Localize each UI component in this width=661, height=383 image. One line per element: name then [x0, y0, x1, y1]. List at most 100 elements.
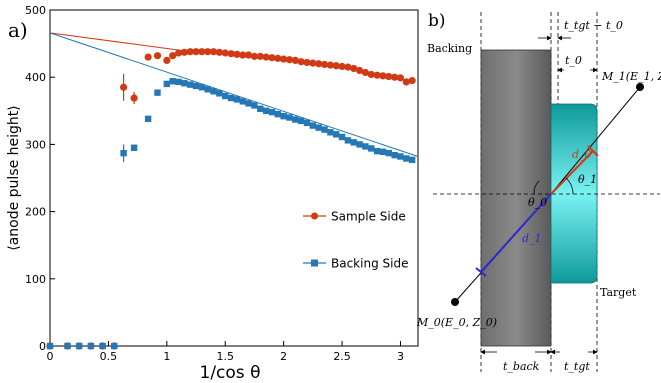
plot-frame — [49, 9, 419, 347]
M0-particle — [451, 298, 459, 306]
data-point-sample — [320, 60, 329, 69]
data-point-sample — [174, 49, 183, 57]
legend-sample-label: Sample Side — [331, 210, 406, 224]
data-point-backing — [350, 139, 357, 146]
data-point-sample — [204, 48, 212, 56]
data-point-backing — [130, 144, 138, 151]
data-point-backing — [408, 156, 416, 164]
panel-b-diagram: b) Backing Target t_tgt − t_0 t_0 — [416, 11, 661, 373]
data-point-sample — [245, 51, 253, 59]
data-point-backing — [385, 149, 392, 157]
data-point-sample — [262, 53, 270, 61]
data-point-sample — [408, 76, 416, 85]
data-point-backing — [175, 78, 182, 86]
M0-label: M_0(E_0, Z_0) — [416, 316, 497, 329]
data-point-sample — [192, 48, 200, 56]
data-point-sample — [338, 62, 346, 71]
data-point-sample — [239, 51, 247, 59]
data-point-backing — [64, 342, 71, 350]
ttgt-label: t_tgt — [564, 360, 590, 373]
data-point-backing — [309, 122, 317, 129]
d1-label: d_1 — [522, 232, 542, 245]
data-point-backing — [111, 342, 118, 350]
data-point-backing — [76, 342, 83, 350]
data-point-backing — [403, 155, 410, 162]
data-point-sample — [355, 66, 364, 75]
data-point-sample — [169, 52, 177, 60]
data-point-backing — [373, 147, 381, 155]
data-point-backing — [262, 107, 270, 114]
data-point-backing — [204, 86, 211, 93]
data-point-backing — [315, 124, 322, 131]
data-point-sample — [367, 70, 375, 79]
data-point-sample — [163, 56, 171, 64]
data-point-backing — [338, 133, 346, 141]
data-point-sample — [120, 83, 128, 91]
data-point-sample — [291, 56, 299, 64]
data-point-backing — [186, 81, 194, 88]
data-point-backing — [233, 96, 241, 103]
x-axis: 0 0.5 1 1.5 2 2.5 3 — [47, 341, 404, 363]
data-point-backing — [292, 116, 299, 123]
data-point-sample — [180, 48, 188, 56]
y-tick-label: 100 — [25, 273, 46, 286]
data-point-backing — [280, 112, 287, 120]
y-tick-label: 300 — [25, 138, 46, 151]
data-point-sample — [326, 61, 334, 69]
data-point-sample — [280, 55, 288, 63]
d0-label: d_0 — [572, 148, 592, 161]
data-point-backing — [379, 148, 387, 155]
data-point-backing — [169, 78, 176, 85]
backing-slab — [480, 49, 552, 347]
data-point-sample — [402, 78, 410, 86]
y-axis-label: ⟨anode pulse height⟩ — [6, 105, 22, 251]
data-point-backing — [163, 80, 171, 88]
data-point-backing — [327, 129, 334, 136]
data-point-backing — [46, 342, 54, 350]
data-point-sample — [350, 64, 358, 73]
target-label: Target — [600, 286, 637, 299]
ttgt-minus-t0-label: t_tgt − t_0 — [564, 19, 623, 32]
data-point-backing — [227, 94, 235, 102]
data-point-backing — [257, 105, 264, 112]
theta1-arc — [565, 177, 574, 195]
d1-tick — [475, 267, 487, 277]
data-point-backing — [154, 89, 161, 96]
legend-backing-label: Backing Side — [331, 257, 408, 271]
data-point-sample — [332, 62, 340, 70]
y-tick-label: 0 — [39, 340, 46, 353]
data-point-backing — [222, 92, 229, 100]
x-tick-label: 1.5 — [216, 350, 234, 363]
x-axis-label: 1/cos θ — [200, 363, 261, 383]
data-point-backing — [192, 82, 200, 90]
trajectory-upper — [550, 86, 641, 195]
data-point-sample — [144, 53, 152, 61]
data-point-backing — [144, 115, 152, 123]
data-point-sample — [130, 94, 138, 102]
x-tick-label: 1 — [163, 350, 170, 363]
data-point-backing — [297, 117, 305, 125]
data-point-sample — [209, 48, 218, 56]
panel-a-chart: a) 0 100 200 300 400 500 0 0.5 1 1.5 2 2.5 3 1/cos … — [6, 4, 419, 383]
data-point-sample — [344, 63, 352, 71]
data-point-backing — [333, 131, 340, 138]
data-point-sample — [215, 48, 223, 56]
legend: Sample Side Backing Side — [303, 210, 408, 271]
theta0-arc — [533, 180, 540, 195]
data-point-sample — [309, 59, 317, 67]
data-point-backing — [391, 151, 398, 159]
data-point-backing — [198, 84, 206, 91]
data-point-backing — [239, 98, 246, 105]
tback-label: t_back — [503, 360, 540, 373]
data-point-sample — [250, 52, 259, 60]
data-point-sample — [297, 58, 305, 66]
data-point-sample — [303, 58, 311, 67]
panel-a-letter: a) — [8, 18, 28, 42]
data-point-sample — [233, 50, 241, 58]
target-slab — [550, 103, 598, 284]
data-point-sample — [385, 72, 393, 81]
theta1-label: θ_1 — [578, 173, 597, 186]
data-point-backing — [210, 88, 217, 95]
data-point-backing — [303, 119, 311, 127]
